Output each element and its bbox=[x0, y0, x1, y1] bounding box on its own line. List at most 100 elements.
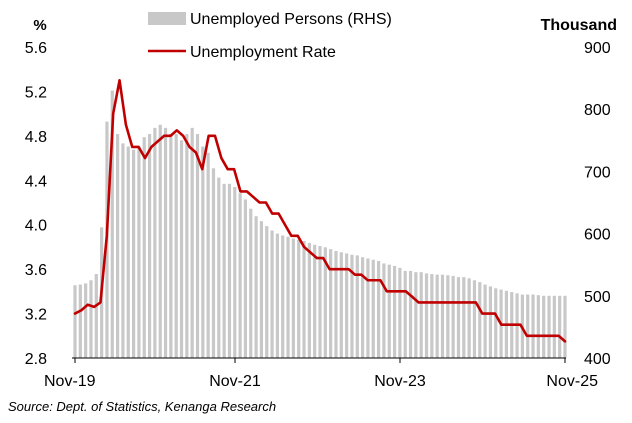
bar bbox=[350, 254, 354, 358]
bar bbox=[440, 274, 445, 358]
bar bbox=[211, 168, 216, 358]
bar bbox=[185, 134, 189, 358]
bar bbox=[190, 127, 194, 358]
bar bbox=[94, 274, 98, 358]
bar bbox=[206, 152, 210, 358]
bar bbox=[446, 275, 450, 358]
x-tick-label: Nov-19 bbox=[44, 373, 96, 390]
bar bbox=[291, 238, 295, 358]
bar bbox=[339, 252, 343, 358]
bar bbox=[302, 241, 306, 358]
bar bbox=[163, 127, 168, 358]
legend-label-bars: Unemployed Persons (RHS) bbox=[190, 11, 392, 28]
bar bbox=[536, 295, 540, 358]
bar bbox=[313, 244, 317, 358]
bar bbox=[153, 127, 157, 358]
bar-series-unemployed-persons bbox=[73, 90, 567, 358]
left-tick-label: 5.2 bbox=[25, 84, 47, 101]
left-tick-label: 4.8 bbox=[25, 129, 47, 146]
bar bbox=[483, 284, 487, 358]
bar bbox=[542, 295, 546, 358]
bar bbox=[116, 134, 120, 358]
bar bbox=[142, 137, 146, 358]
bar bbox=[265, 226, 269, 358]
bar bbox=[73, 285, 77, 358]
bar bbox=[275, 233, 279, 358]
bar bbox=[451, 275, 455, 358]
line-series-unemployment-rate bbox=[73, 79, 567, 343]
left-tick-label: 4.4 bbox=[25, 173, 47, 190]
left-axis-labels: 2.8 3.2 3.6 4.0 4.4 4.8 5.2 5.6 bbox=[25, 40, 47, 368]
bar bbox=[478, 282, 482, 358]
bar bbox=[270, 230, 274, 358]
legend-swatch-bars bbox=[148, 12, 186, 25]
bar bbox=[419, 272, 423, 358]
left-tick-label: 3.6 bbox=[25, 262, 47, 279]
bar bbox=[456, 277, 461, 358]
left-axis-unit: % bbox=[33, 17, 46, 34]
bar bbox=[201, 146, 205, 358]
bar bbox=[467, 278, 471, 358]
bar bbox=[131, 149, 136, 358]
left-tick-label: 5.6 bbox=[25, 40, 47, 57]
bar bbox=[259, 221, 264, 358]
bar bbox=[531, 294, 535, 358]
legend-label-line: Unemployment Rate bbox=[190, 44, 336, 61]
x-axis-ticks: Nov-19 Nov-21 Nov-23 Nov-25 bbox=[44, 358, 598, 390]
bar bbox=[376, 260, 381, 358]
bar bbox=[243, 199, 248, 358]
bar bbox=[387, 264, 391, 358]
x-tick-label: Nov-25 bbox=[546, 373, 598, 390]
bar bbox=[382, 263, 386, 358]
bar bbox=[297, 239, 301, 358]
bar bbox=[84, 283, 88, 358]
bar bbox=[547, 295, 551, 358]
bar bbox=[462, 277, 466, 358]
bar bbox=[408, 270, 413, 358]
bar bbox=[286, 236, 290, 358]
bar bbox=[121, 143, 125, 358]
legend: Unemployed Persons (RHS) Unemployment Ra… bbox=[148, 11, 392, 61]
bar bbox=[147, 134, 152, 358]
bar bbox=[435, 274, 439, 358]
right-tick-label: 800 bbox=[584, 102, 611, 119]
bar bbox=[329, 249, 333, 358]
right-tick-label: 500 bbox=[584, 289, 611, 306]
bar bbox=[371, 259, 375, 358]
bar bbox=[254, 216, 258, 358]
x-tick-label: Nov-21 bbox=[209, 373, 261, 390]
bar bbox=[366, 258, 370, 358]
bar bbox=[281, 235, 285, 358]
bar bbox=[323, 247, 327, 358]
right-tick-label: 400 bbox=[584, 351, 611, 368]
left-tick-label: 2.8 bbox=[25, 351, 47, 368]
bar bbox=[238, 193, 242, 358]
bar bbox=[217, 177, 221, 358]
right-tick-label: 700 bbox=[584, 164, 611, 181]
bar bbox=[403, 270, 407, 358]
left-tick-label: 3.2 bbox=[25, 307, 47, 324]
bar bbox=[424, 273, 429, 358]
bar bbox=[318, 246, 322, 358]
bar bbox=[227, 183, 232, 358]
bar bbox=[355, 255, 359, 358]
bar bbox=[169, 134, 173, 358]
bar bbox=[558, 295, 562, 358]
bar bbox=[563, 295, 567, 358]
bar bbox=[126, 146, 130, 358]
right-axis-labels: 400 500 600 700 800 900 bbox=[584, 40, 611, 368]
bar bbox=[174, 134, 178, 358]
bar bbox=[89, 280, 93, 358]
bar bbox=[158, 124, 162, 358]
right-axis-unit: Thousand bbox=[541, 17, 617, 34]
bar bbox=[392, 265, 397, 358]
bar bbox=[307, 242, 311, 358]
bar bbox=[430, 274, 434, 358]
bar bbox=[222, 183, 226, 358]
bar bbox=[78, 284, 82, 358]
x-tick-label: Nov-23 bbox=[374, 373, 426, 390]
bar bbox=[137, 146, 141, 358]
source-note: Source: Dept. of Statistics, Kenanga Res… bbox=[8, 399, 277, 414]
right-tick-label: 900 bbox=[584, 40, 611, 57]
